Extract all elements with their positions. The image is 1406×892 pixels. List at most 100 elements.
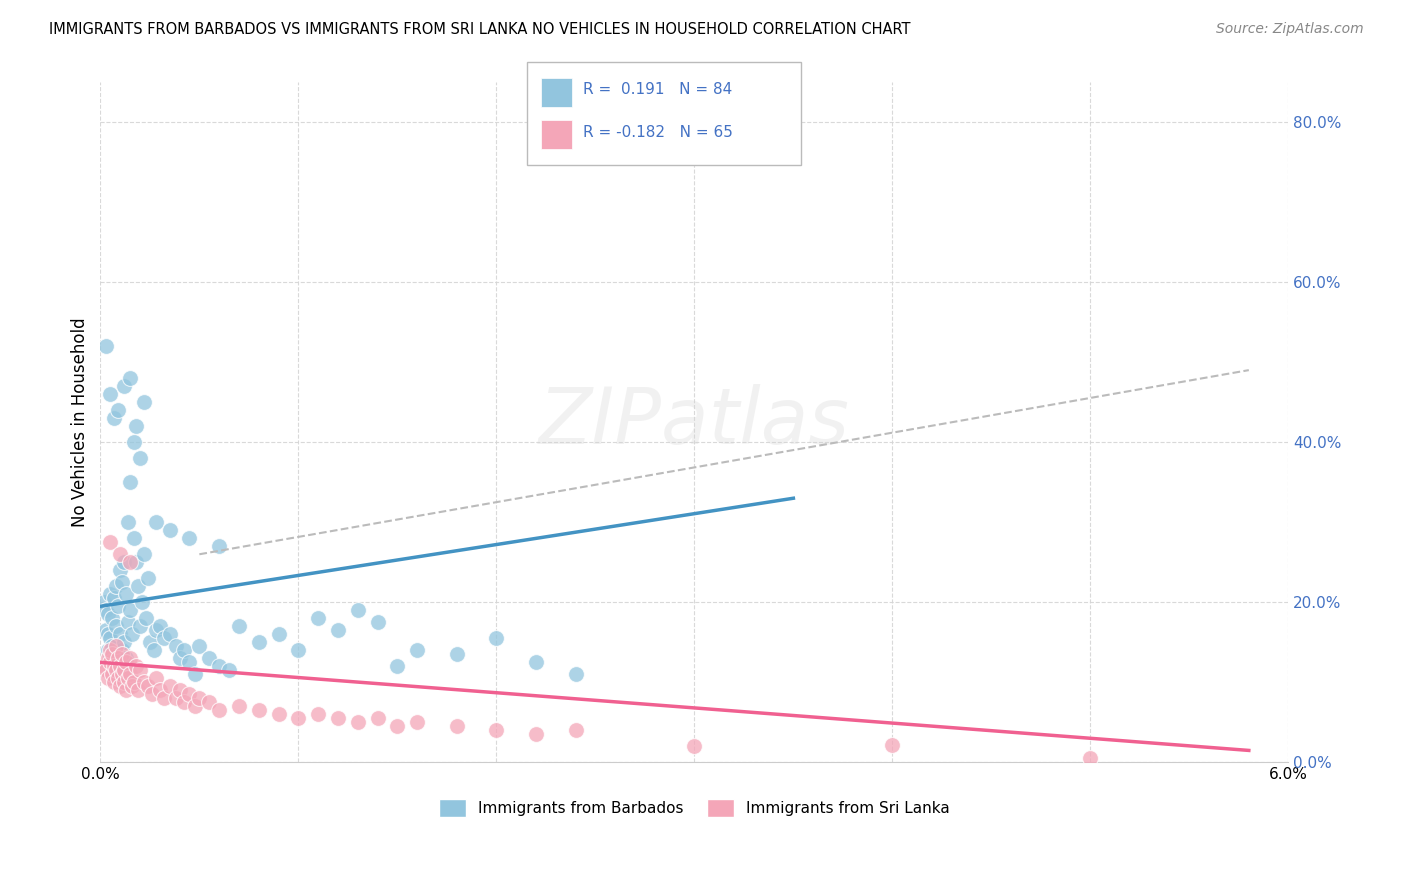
Point xyxy=(96,603,118,617)
Point xyxy=(103,664,125,678)
Point xyxy=(105,640,128,654)
Point xyxy=(98,632,121,646)
Point xyxy=(118,651,141,665)
Point xyxy=(105,656,128,670)
Point xyxy=(188,691,211,706)
Point xyxy=(485,723,508,738)
Point xyxy=(173,643,195,657)
Point xyxy=(326,711,349,725)
Point xyxy=(564,723,586,738)
Point xyxy=(149,619,172,633)
Point xyxy=(132,395,155,409)
Text: R =  0.191   N = 84: R = 0.191 N = 84 xyxy=(583,82,733,97)
Point xyxy=(118,555,141,569)
Point xyxy=(98,656,121,670)
Point xyxy=(683,739,706,754)
Point xyxy=(228,699,250,714)
Point xyxy=(105,664,128,678)
Text: IMMIGRANTS FROM BARBADOS VS IMMIGRANTS FROM SRI LANKA NO VEHICLES IN HOUSEHOLD C: IMMIGRANTS FROM BARBADOS VS IMMIGRANTS F… xyxy=(49,22,911,37)
Point xyxy=(287,643,309,657)
Point xyxy=(98,535,121,549)
Point xyxy=(108,667,131,681)
Point xyxy=(307,611,329,625)
Point xyxy=(165,640,187,654)
Point xyxy=(97,651,120,665)
Point xyxy=(169,683,191,698)
Point xyxy=(101,640,124,654)
Point xyxy=(101,659,124,673)
Point xyxy=(149,683,172,698)
Point xyxy=(107,403,129,417)
Point xyxy=(524,656,547,670)
Point xyxy=(136,571,159,585)
Point xyxy=(108,679,131,693)
Point xyxy=(287,711,309,725)
Point xyxy=(121,679,143,693)
Point xyxy=(112,555,135,569)
Y-axis label: No Vehicles in Household: No Vehicles in Household xyxy=(72,318,89,527)
Point xyxy=(406,715,429,730)
Point xyxy=(117,615,139,630)
Point xyxy=(103,411,125,425)
Point xyxy=(112,379,135,393)
Point xyxy=(105,579,128,593)
Point xyxy=(115,651,138,665)
Point xyxy=(127,683,149,698)
Point xyxy=(101,648,124,662)
Point xyxy=(129,451,152,466)
Point xyxy=(107,599,129,614)
Point xyxy=(122,675,145,690)
Point xyxy=(307,707,329,722)
Point xyxy=(115,587,138,601)
Point xyxy=(93,595,115,609)
Point xyxy=(96,664,118,678)
Point xyxy=(118,667,141,681)
Point xyxy=(132,547,155,561)
Point xyxy=(132,675,155,690)
Point xyxy=(98,387,121,401)
Point xyxy=(93,659,115,673)
Point xyxy=(107,648,129,662)
Point xyxy=(141,687,163,701)
Point xyxy=(179,687,201,701)
Point xyxy=(97,672,120,686)
Point xyxy=(108,563,131,577)
Point xyxy=(446,648,468,662)
Point xyxy=(346,715,368,730)
Point xyxy=(145,624,167,638)
Text: Source: ZipAtlas.com: Source: ZipAtlas.com xyxy=(1216,22,1364,37)
Point xyxy=(118,603,141,617)
Point xyxy=(446,719,468,733)
Point xyxy=(118,475,141,490)
Point xyxy=(184,667,207,681)
Point xyxy=(184,699,207,714)
Point xyxy=(111,648,134,662)
Point xyxy=(103,659,125,673)
Point xyxy=(103,675,125,690)
Point xyxy=(198,651,221,665)
Point xyxy=(169,651,191,665)
Point xyxy=(97,643,120,657)
Point xyxy=(882,738,904,752)
Point xyxy=(159,627,181,641)
Point xyxy=(122,435,145,450)
Point xyxy=(96,339,118,353)
Point xyxy=(179,656,201,670)
Point xyxy=(111,575,134,590)
Point xyxy=(98,643,121,657)
Point xyxy=(367,711,389,725)
Point xyxy=(346,603,368,617)
Point xyxy=(247,703,270,717)
Point xyxy=(101,611,124,625)
Point xyxy=(179,531,201,545)
Point xyxy=(173,695,195,709)
Point xyxy=(125,555,148,569)
Text: ZIPatlas: ZIPatlas xyxy=(538,384,849,460)
Point xyxy=(112,635,135,649)
Point xyxy=(97,607,120,622)
Legend: Immigrants from Barbados, Immigrants from Sri Lanka: Immigrants from Barbados, Immigrants fro… xyxy=(433,793,956,822)
Point xyxy=(145,515,167,529)
Point xyxy=(367,615,389,630)
Point xyxy=(564,667,586,681)
Point xyxy=(112,675,135,690)
